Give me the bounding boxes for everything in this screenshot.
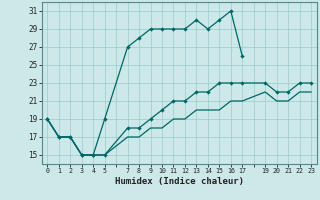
X-axis label: Humidex (Indice chaleur): Humidex (Indice chaleur) — [115, 177, 244, 186]
